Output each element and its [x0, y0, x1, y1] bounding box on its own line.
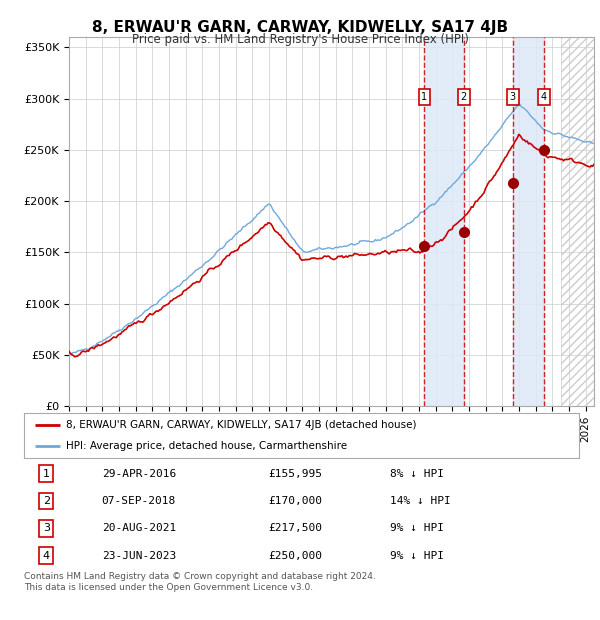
Bar	[513, 37, 544, 406]
Text: Contains HM Land Registry data © Crown copyright and database right 2024.
This d: Contains HM Land Registry data © Crown c…	[24, 572, 376, 591]
Text: 14% ↓ HPI: 14% ↓ HPI	[391, 496, 451, 506]
Text: £155,995: £155,995	[268, 469, 322, 479]
Text: 4: 4	[43, 551, 50, 560]
Text: 1: 1	[421, 92, 428, 102]
Text: 8, ERWAU'R GARN, CARWAY, KIDWELLY, SA17 4JB: 8, ERWAU'R GARN, CARWAY, KIDWELLY, SA17 …	[92, 20, 508, 35]
Text: 9% ↓ HPI: 9% ↓ HPI	[391, 523, 444, 533]
Text: 3: 3	[510, 92, 516, 102]
Bar	[424, 37, 464, 406]
Text: £250,000: £250,000	[268, 551, 322, 560]
Text: 2: 2	[43, 496, 50, 506]
Text: 23-JUN-2023: 23-JUN-2023	[102, 551, 176, 560]
Text: 2: 2	[461, 92, 467, 102]
Text: Price paid vs. HM Land Registry's House Price Index (HPI): Price paid vs. HM Land Registry's House …	[131, 33, 469, 46]
Text: 9% ↓ HPI: 9% ↓ HPI	[391, 551, 444, 560]
Text: 8, ERWAU'R GARN, CARWAY, KIDWELLY, SA17 4JB (detached house): 8, ERWAU'R GARN, CARWAY, KIDWELLY, SA17 …	[65, 420, 416, 430]
Text: £170,000: £170,000	[268, 496, 322, 506]
Text: £217,500: £217,500	[268, 523, 322, 533]
Text: 3: 3	[43, 523, 50, 533]
Text: HPI: Average price, detached house, Carmarthenshire: HPI: Average price, detached house, Carm…	[65, 440, 347, 451]
Text: 07-SEP-2018: 07-SEP-2018	[102, 496, 176, 506]
Text: 4: 4	[541, 92, 547, 102]
Text: 1: 1	[43, 469, 50, 479]
Text: 29-APR-2016: 29-APR-2016	[102, 469, 176, 479]
Text: 20-AUG-2021: 20-AUG-2021	[102, 523, 176, 533]
Text: 8% ↓ HPI: 8% ↓ HPI	[391, 469, 444, 479]
